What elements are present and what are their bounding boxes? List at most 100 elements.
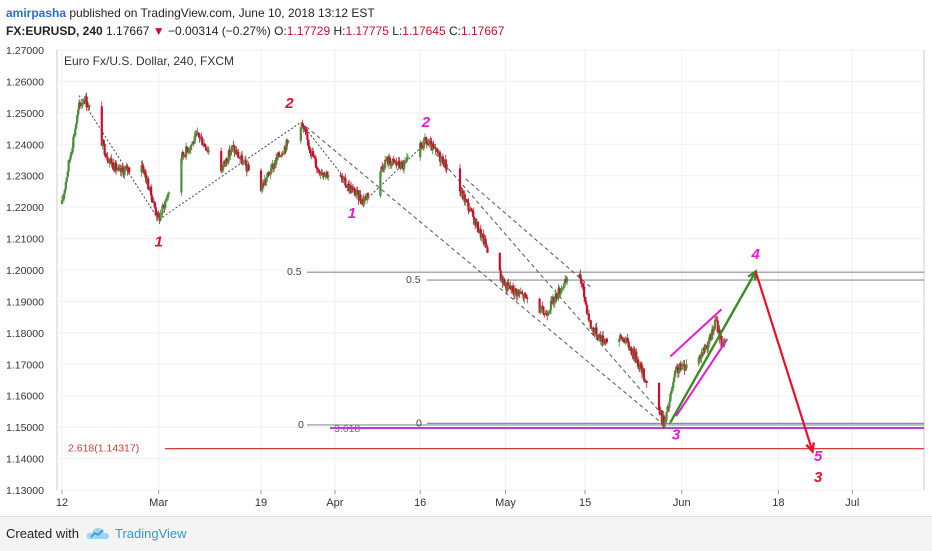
candle-body bbox=[595, 327, 598, 337]
candle-body bbox=[313, 157, 317, 159]
candle-body bbox=[713, 320, 717, 330]
candle-body bbox=[87, 105, 90, 108]
candle-body bbox=[103, 143, 106, 155]
open-label: O: bbox=[274, 24, 287, 38]
candle-body bbox=[601, 335, 605, 343]
wave-label: 4 bbox=[750, 246, 760, 263]
candle-body bbox=[707, 344, 710, 349]
symbol-label: FX:EURUSD, 240 bbox=[6, 24, 103, 38]
candle-body bbox=[559, 292, 562, 295]
candle-body bbox=[149, 186, 153, 196]
candle-body bbox=[182, 151, 185, 156]
candle-body bbox=[421, 147, 425, 149]
candle-body bbox=[150, 195, 154, 203]
green-arrow-head bbox=[747, 269, 758, 281]
author-link[interactable]: amirpasha bbox=[6, 6, 67, 20]
candle-body bbox=[265, 177, 268, 182]
candle-body bbox=[587, 313, 590, 321]
candle-body bbox=[526, 297, 529, 299]
candle-body bbox=[286, 139, 289, 142]
candle-body bbox=[580, 278, 583, 284]
tradingview-brand[interactable]: TradingView bbox=[115, 526, 187, 541]
candle-body bbox=[555, 293, 558, 299]
candle-body bbox=[398, 160, 401, 167]
candle-body bbox=[620, 336, 624, 340]
candle-body bbox=[201, 137, 204, 145]
magenta-channel-line bbox=[669, 308, 723, 358]
publish-info: published on TradingView.com, June 10, 2… bbox=[69, 6, 375, 20]
candle-body bbox=[353, 188, 356, 196]
candle-body bbox=[366, 193, 370, 196]
candle-body bbox=[220, 151, 223, 172]
candle-body bbox=[108, 160, 111, 163]
candle-body bbox=[472, 210, 475, 218]
candle-body bbox=[683, 364, 686, 371]
candle-body bbox=[420, 142, 423, 146]
channel-line bbox=[465, 178, 592, 288]
candle-body bbox=[507, 282, 510, 286]
candle-body bbox=[384, 159, 388, 161]
candle-body bbox=[583, 297, 587, 302]
candle-body bbox=[304, 129, 307, 133]
candle-body bbox=[485, 244, 488, 248]
candle-body bbox=[425, 139, 428, 145]
candle-body bbox=[352, 188, 355, 190]
candle-body bbox=[197, 132, 200, 135]
y-tick-label: 1.22000 bbox=[6, 202, 44, 214]
last-price: 1.17667 bbox=[106, 24, 150, 38]
candle-body bbox=[115, 170, 119, 171]
candle-body bbox=[72, 136, 75, 148]
candle-body bbox=[549, 300, 553, 310]
candle-body bbox=[553, 297, 556, 304]
tradingview-cloud-icon[interactable] bbox=[86, 525, 110, 541]
candle-body bbox=[114, 162, 118, 171]
candle-body bbox=[700, 352, 703, 359]
candle-body bbox=[503, 280, 506, 286]
candle-body bbox=[484, 238, 487, 245]
candle-body bbox=[514, 288, 518, 291]
candle-body bbox=[366, 193, 369, 199]
low-value: 1.17645 bbox=[402, 24, 446, 38]
candle-body bbox=[622, 339, 626, 342]
candle-body bbox=[538, 298, 541, 313]
candle-body bbox=[401, 162, 404, 164]
candle-body bbox=[388, 157, 391, 163]
magenta-channel-line bbox=[675, 338, 729, 417]
candles bbox=[60, 92, 726, 429]
candle-body bbox=[657, 382, 661, 410]
candle-body bbox=[226, 161, 229, 163]
candle-body bbox=[593, 331, 596, 334]
candle-body bbox=[355, 190, 358, 195]
candle-body bbox=[318, 171, 321, 175]
candle-body bbox=[520, 292, 523, 294]
candle-body bbox=[363, 199, 366, 204]
zigzag-line bbox=[78, 95, 427, 221]
y-tick-label: 1.24000 bbox=[6, 139, 44, 151]
candle-body bbox=[277, 152, 281, 157]
candle-body bbox=[545, 313, 548, 315]
candle-body bbox=[314, 158, 318, 168]
candle-body bbox=[665, 412, 668, 420]
candle-body bbox=[124, 167, 127, 170]
candle-body bbox=[147, 178, 150, 190]
candle-body bbox=[308, 146, 311, 149]
candle-body bbox=[247, 164, 250, 171]
candle-body bbox=[71, 147, 74, 153]
candle-body bbox=[516, 291, 519, 297]
candle-body bbox=[581, 283, 584, 285]
candle-body bbox=[643, 379, 646, 382]
candle-body bbox=[299, 127, 302, 142]
wave-overlays bbox=[669, 269, 815, 454]
candle-body bbox=[439, 157, 443, 162]
close-value: 1.17667 bbox=[461, 24, 505, 38]
candle-body bbox=[541, 306, 544, 308]
fib-level-label: 0.5 bbox=[287, 266, 302, 278]
symbol-line: FX:EURUSD, 240 1.17667 ▼ −0.00314 (−0.27… bbox=[6, 24, 504, 38]
candle-body bbox=[322, 172, 325, 176]
x-tick-label: Jul bbox=[845, 497, 859, 509]
candle-body bbox=[180, 158, 183, 193]
candle-body bbox=[542, 306, 545, 315]
candle-body bbox=[523, 293, 526, 299]
